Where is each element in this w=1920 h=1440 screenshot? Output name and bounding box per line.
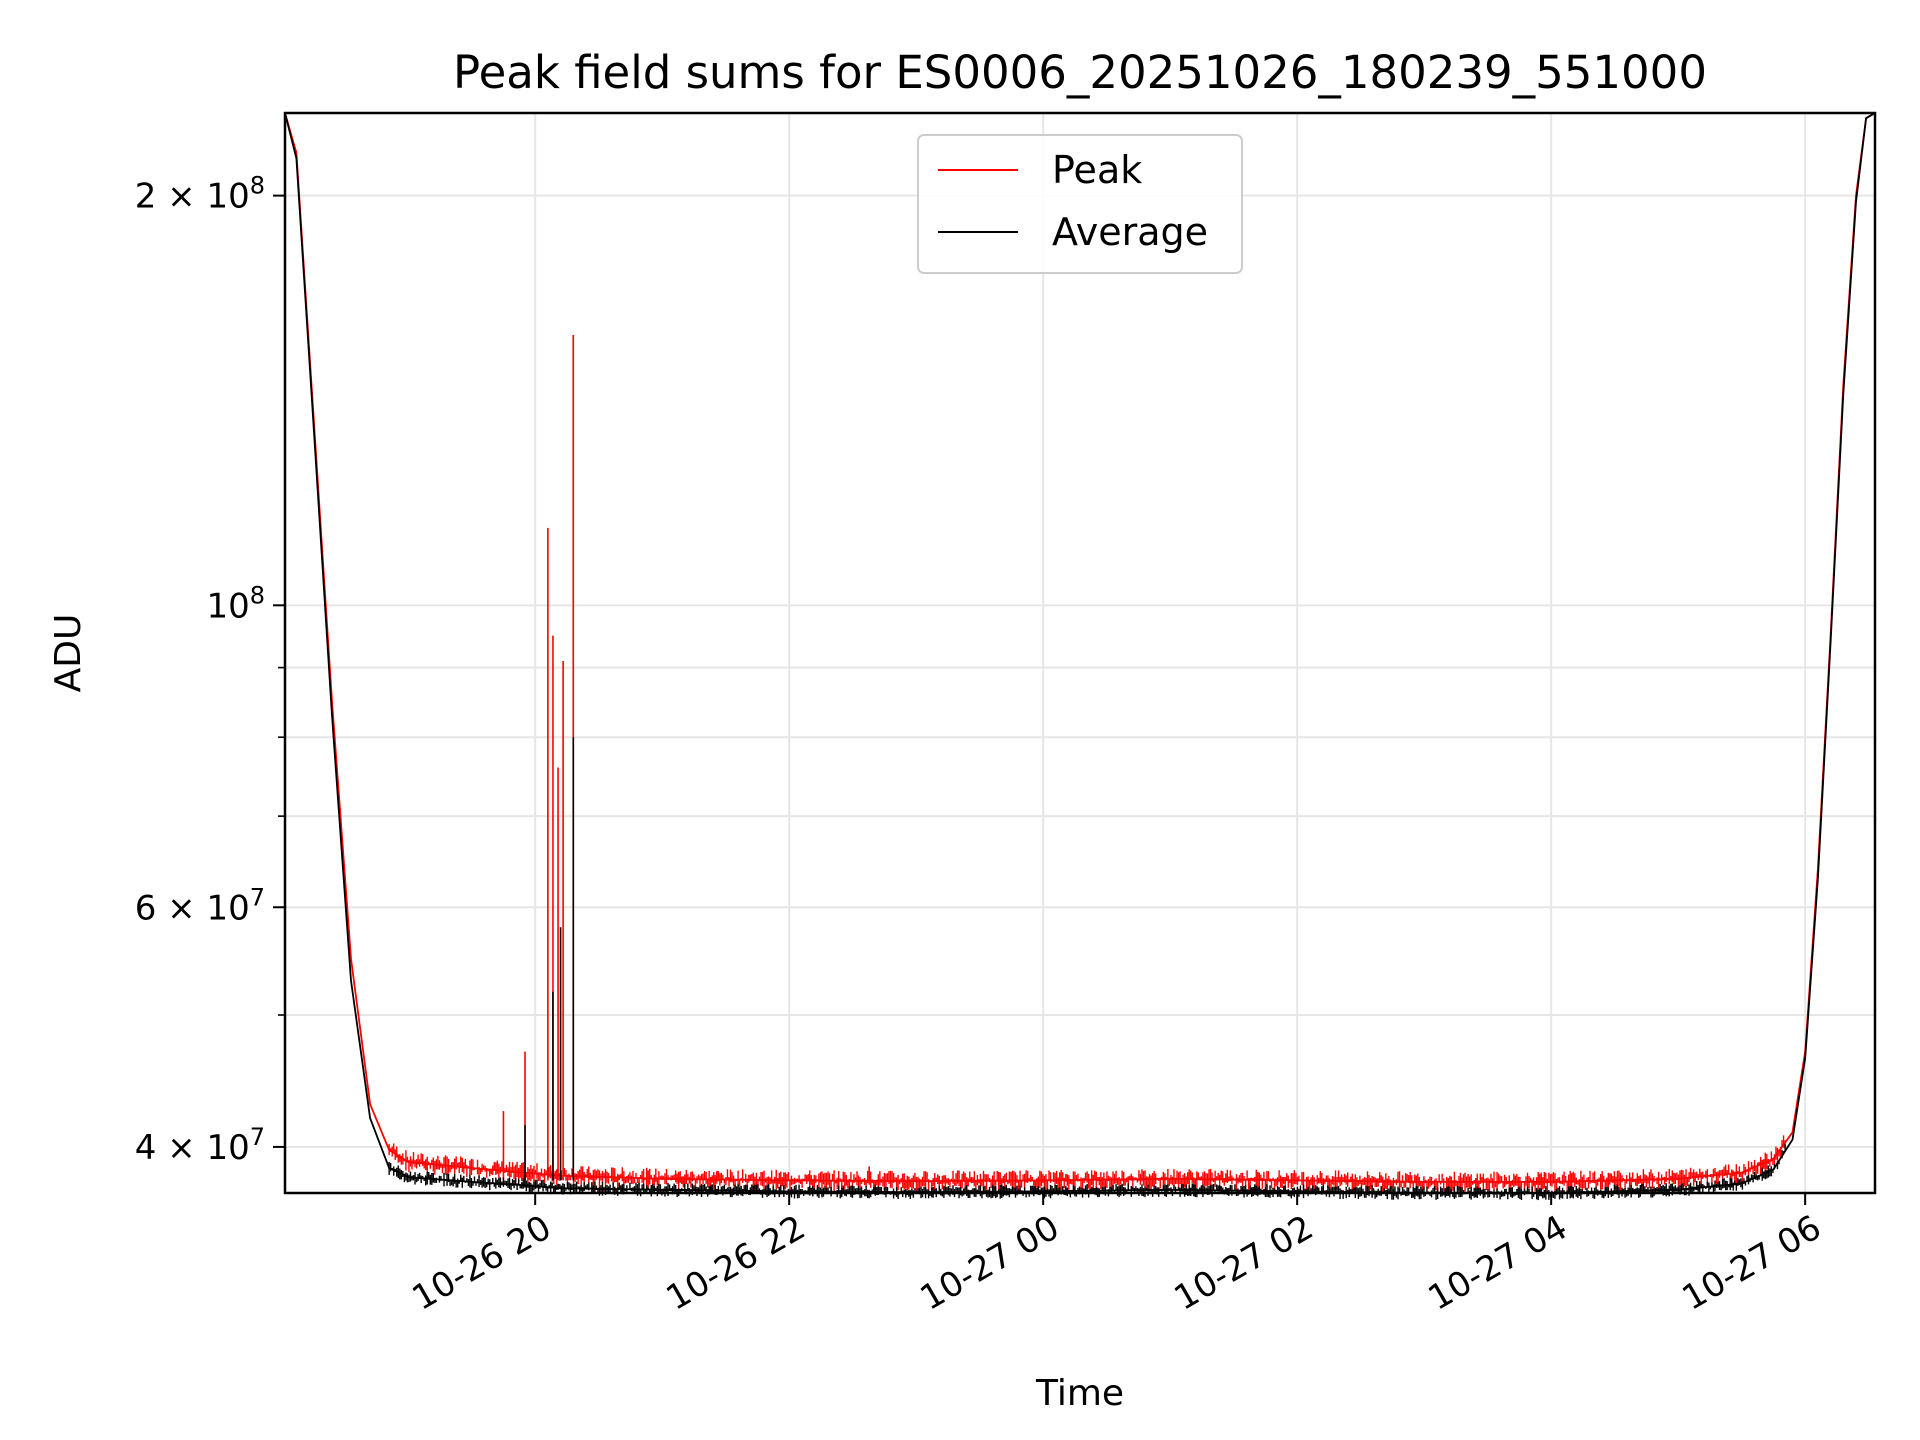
legend-average-label: Average [1052, 210, 1208, 254]
y-axis-label: ADU [48, 614, 89, 693]
x-axis-label: Time [1035, 1373, 1124, 1414]
plot-frame [283, 111, 1877, 1195]
y-tick-label: 108 [206, 581, 265, 626]
y-tick-label: 4 × 107 [135, 1123, 265, 1168]
legend-peak-label: Peak [1052, 148, 1142, 192]
y-tick-label: 2 × 108 [135, 172, 265, 217]
chart-title: Peak field sums for ES0006_20251026_1802… [453, 46, 1707, 99]
y-tick-label: 6 × 107 [135, 883, 265, 928]
legend: Peak Average [917, 134, 1243, 274]
series-noise-peak [388, 1135, 1786, 1193]
